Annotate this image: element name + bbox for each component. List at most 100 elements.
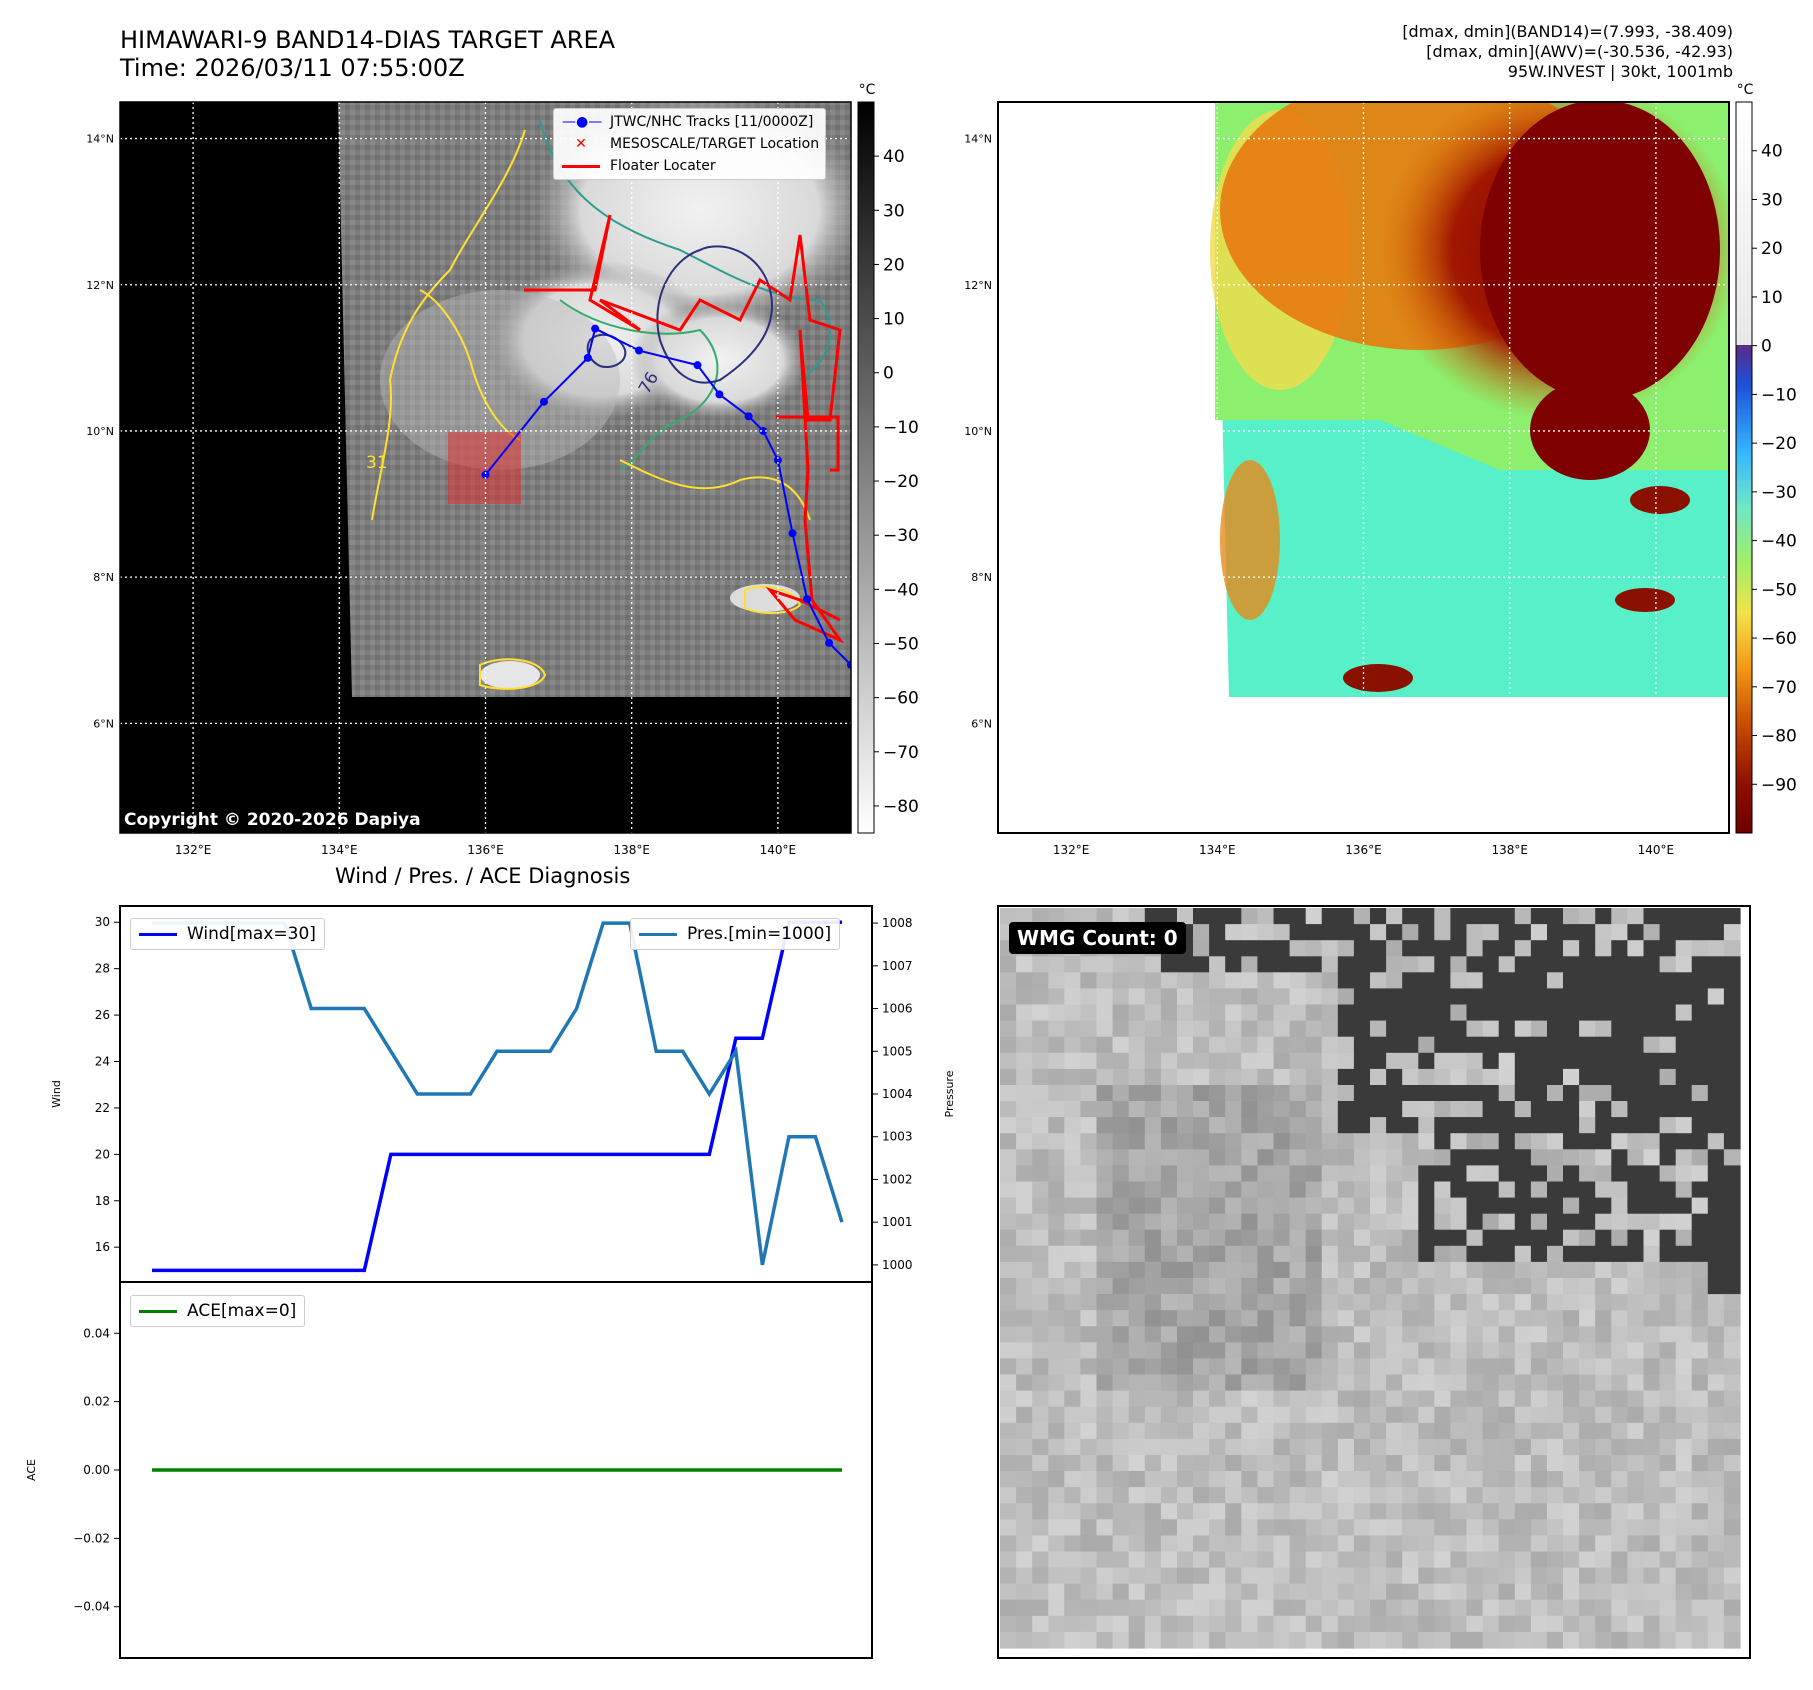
wmg-cell	[1305, 1052, 1323, 1070]
wmg-cell	[1482, 1036, 1500, 1054]
wmg-cell	[1450, 1503, 1468, 1520]
wmg-cell	[1691, 1261, 1709, 1279]
wmg-cell	[1595, 1438, 1612, 1456]
wmg-cell	[1209, 1278, 1226, 1295]
wmg-cell	[1000, 908, 1017, 925]
wmg-cell	[1144, 1358, 1162, 1376]
wmg-cell	[1112, 1068, 1130, 1086]
wmg-cell	[1547, 1631, 1564, 1649]
wmg-cell	[1177, 1374, 1194, 1392]
wmg-cell	[1193, 1535, 1210, 1553]
wmg-cell	[1675, 1101, 1693, 1118]
wmg-cell	[1402, 924, 1419, 941]
wmg-cell	[1289, 988, 1307, 1006]
wmg-cell	[1177, 1294, 1194, 1311]
jtwc-track	[481, 324, 851, 669]
wmg-cell	[1337, 1326, 1355, 1343]
wmg-cell	[1032, 1471, 1049, 1488]
wmg-cell	[1032, 1052, 1049, 1070]
wmg-cell	[1305, 924, 1323, 941]
wmg-cell	[1691, 1052, 1709, 1070]
wmg-cell	[1241, 1245, 1258, 1263]
wmg-cell	[1144, 1117, 1162, 1134]
wmg-cell	[1563, 1390, 1580, 1408]
wmg-cell	[1482, 1358, 1500, 1376]
wmg-cell	[1482, 1310, 1500, 1327]
wmg-cell	[1611, 1615, 1628, 1633]
wmg-cell	[1498, 1631, 1516, 1649]
wmg-cell	[1547, 1245, 1564, 1263]
wmg-cell	[1177, 1310, 1194, 1327]
wmg-cell	[1691, 1551, 1709, 1569]
wmg-cell	[1386, 1085, 1403, 1102]
wmg-cell	[1048, 1455, 1065, 1472]
wmg-cell	[1112, 1020, 1130, 1038]
wmg-cell	[1144, 1422, 1162, 1440]
wmg-cell	[1096, 988, 1114, 1006]
wmg-cell	[1032, 1085, 1049, 1102]
wmg-cell	[1402, 1197, 1419, 1215]
wmg-cell	[1016, 1438, 1033, 1456]
wmg-cell	[1402, 1004, 1419, 1022]
wmg-cell	[1707, 1213, 1725, 1231]
wmg-cell	[1080, 1455, 1098, 1472]
wmg-cell	[1209, 1438, 1226, 1456]
wmg-cell	[1563, 1535, 1580, 1553]
wmg-cell	[1112, 1245, 1130, 1263]
wmg-cell	[1386, 1390, 1403, 1408]
wmg-cell	[1643, 1326, 1661, 1343]
wmg-cell	[1321, 1567, 1339, 1585]
wmg-cell	[1225, 1390, 1242, 1408]
legend-item-wind: Wind[max=30]	[133, 921, 316, 947]
contour-yellow	[371, 129, 526, 521]
wmg-cell	[1080, 956, 1098, 973]
wmg-cell	[1434, 1165, 1451, 1183]
wmg-cell	[1595, 1471, 1612, 1488]
wmg-cell	[1498, 1149, 1516, 1166]
wmg-cell	[1595, 1519, 1612, 1536]
wmg-cell	[1177, 1149, 1194, 1166]
wmg-cell	[1337, 1567, 1355, 1585]
wmg-cell	[1177, 1004, 1194, 1022]
wmg-cell	[1723, 1455, 1741, 1472]
wmg-cell	[1305, 1374, 1323, 1392]
wmg-cell	[1595, 1599, 1612, 1617]
wmg-cell	[1723, 1117, 1741, 1134]
wmg-cell	[1273, 972, 1291, 989]
wmg-cell	[1225, 1165, 1242, 1183]
wmg-cell	[1144, 1519, 1162, 1536]
wmg-cell	[1080, 1085, 1098, 1102]
wmg-cell	[1209, 1615, 1226, 1633]
wmg-cell	[1241, 1358, 1258, 1376]
wmg-cell	[1450, 940, 1468, 957]
wmg-cell	[1225, 1567, 1242, 1585]
wmg-cell	[1643, 1213, 1661, 1231]
wmg-cell	[1353, 1487, 1371, 1504]
wmg-cell	[1096, 1068, 1114, 1086]
wmg-cell	[1048, 1020, 1065, 1038]
wmg-cell	[1707, 1278, 1725, 1295]
wmg-cell	[1450, 1036, 1468, 1054]
legend-label: Floater Locater	[610, 158, 716, 174]
wmg-cell	[1466, 1068, 1484, 1086]
wmg-cell	[1048, 1068, 1065, 1086]
wmg-cell	[1498, 1519, 1516, 1536]
wmg-cell	[1289, 1551, 1307, 1569]
track-point	[788, 529, 797, 538]
wmg-cell	[1080, 1149, 1098, 1166]
wmg-cell	[1434, 1390, 1451, 1408]
wmg-cell	[1289, 1310, 1307, 1327]
wmg-cell	[1177, 1358, 1194, 1376]
wmg-cell	[1723, 1261, 1741, 1279]
copyright-text: Copyright © 2020-2026 Dapiya	[124, 810, 421, 830]
wmg-cell	[1595, 1101, 1612, 1118]
wmg-cell	[1611, 1374, 1628, 1392]
lon-tick-label: 134°E	[321, 843, 358, 857]
wmg-cell	[1450, 1245, 1468, 1263]
wmg-cell	[1193, 1004, 1210, 1022]
wmg-cell	[1193, 1551, 1210, 1569]
title-line-2: Time: 2026/03/11 07:55:00Z	[120, 54, 465, 82]
wmg-cell	[1032, 1599, 1049, 1617]
wmg-cell	[1370, 988, 1387, 1006]
wmg-cell	[1579, 1487, 1596, 1504]
